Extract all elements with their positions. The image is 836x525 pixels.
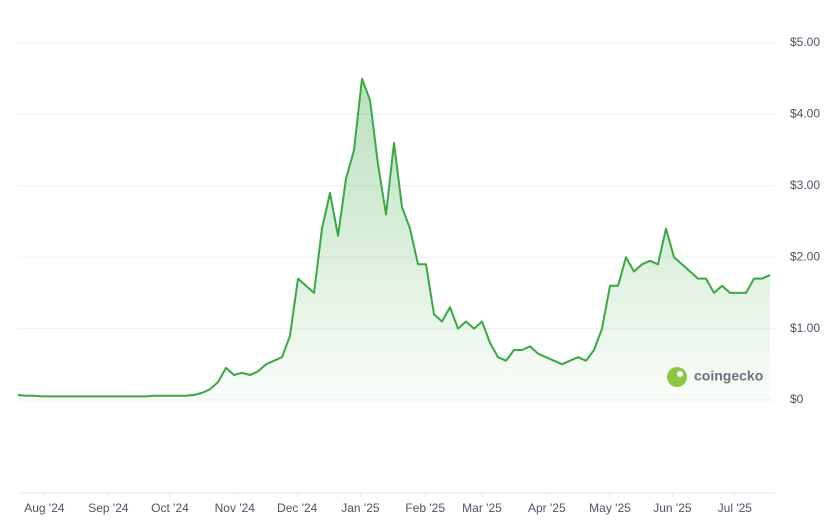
y-tick-label: $4.00: [790, 107, 820, 121]
x-tick-label: Jul '25: [718, 501, 753, 515]
price-area: [18, 78, 770, 400]
price-line: [17, 77, 771, 398]
logo-icon: [667, 367, 687, 387]
x-tick-label: Feb '25: [405, 501, 445, 515]
y-tick-label: $2.00: [790, 249, 820, 263]
y-tick-label: $3.00: [790, 178, 820, 192]
x-tick-label: Aug '24: [24, 501, 65, 515]
x-tick-label: Nov '24: [215, 501, 256, 515]
x-tick-label: Jan '25: [341, 501, 380, 515]
x-tick-label: Sep '24: [88, 501, 129, 515]
y-tick-label: $5.00: [790, 35, 820, 49]
x-tick-label: May '25: [589, 501, 631, 515]
x-tick-label: Oct '24: [151, 501, 189, 515]
x-tick-label: Apr '25: [528, 501, 566, 515]
x-tick-label: Mar '25: [462, 501, 502, 515]
y-tick-label: $0: [790, 392, 804, 406]
y-tick-label: $1.00: [790, 321, 820, 335]
x-tick-label: Jun '25: [653, 501, 692, 515]
logo-eye: [677, 371, 683, 377]
x-tick-label: Dec '24: [277, 501, 318, 515]
watermark: coingecko: [694, 368, 763, 384]
